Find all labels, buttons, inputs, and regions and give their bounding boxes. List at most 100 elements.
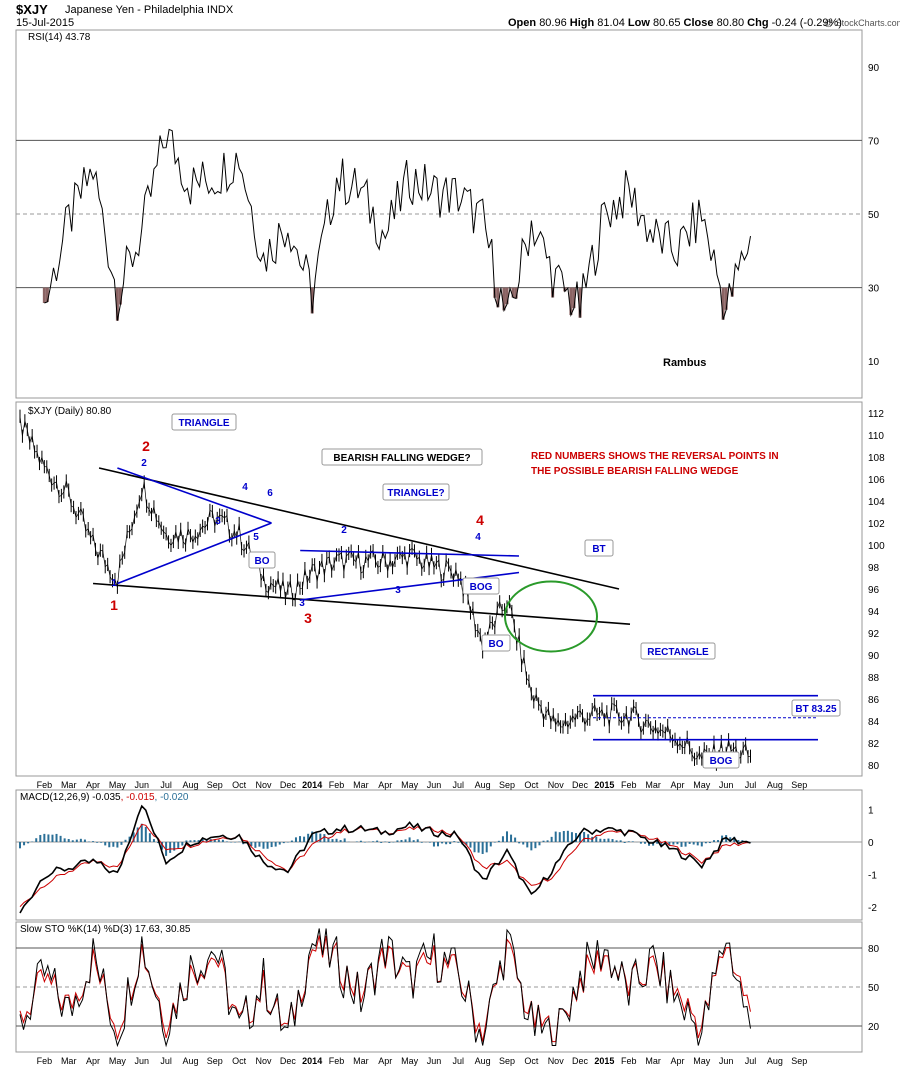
x-tick-label: Jun (719, 1056, 734, 1066)
triangle-point: 6 (267, 488, 273, 499)
x-tick-label: Jun (134, 780, 149, 790)
y-tick-label: 0 (868, 838, 874, 849)
triangle2-point: 3 (395, 585, 401, 596)
y-tick-label: 30 (868, 284, 880, 295)
x-tick-label: Mar (61, 1056, 77, 1066)
macd-legend-value: , -0.020 (155, 792, 189, 803)
wedge-point: 3 (299, 598, 305, 609)
y-tick-label: 108 (868, 453, 885, 464)
label-bog2: BOG (710, 756, 733, 767)
x-tick-label: Jun (134, 1056, 149, 1066)
x-tick-label: Feb (329, 1056, 345, 1066)
x-tick-label: Jun (719, 780, 734, 790)
label-bo2: BO (489, 639, 504, 650)
note-line2: THE POSSIBLE BEARISH FALLING WEDGE (531, 466, 739, 477)
price-line (19, 416, 751, 765)
x-tick-label: Jul (745, 1056, 757, 1066)
sto-legend: Slow STO %K(14) %D(3) 17.63, 30.85 (20, 924, 191, 935)
y-tick-label: 20 (868, 1022, 880, 1033)
open-label: Open (508, 17, 537, 29)
y-tick-label: 100 (868, 541, 885, 552)
y-tick-label: 82 (868, 739, 880, 750)
y-tick-label: 94 (868, 607, 880, 618)
x-tick-label: Feb (329, 780, 345, 790)
x-tick-label: Sep (207, 780, 223, 790)
panel-frame-price (15, 401, 863, 777)
label-bo2-box (481, 634, 511, 652)
x-tick-label: Apr (86, 780, 100, 790)
triangle-point: 4 (242, 482, 248, 493)
label-rectangle-box (640, 642, 716, 660)
x-tick-label: May (693, 780, 711, 790)
y-tick-label: 50 (868, 210, 880, 221)
x-tick-label: Nov (548, 780, 565, 790)
close-label: Close (683, 17, 714, 29)
x-tick-label: Apr (86, 1056, 100, 1066)
x-tick-label: Mar (645, 780, 661, 790)
x-tick-label: May (401, 780, 419, 790)
y-tick-label: 104 (868, 497, 885, 508)
symbol: $XJY (16, 2, 48, 17)
y-tick-label: 80 (868, 761, 880, 772)
wedge-point: 4 (475, 532, 481, 543)
label-bo1: BO (255, 556, 270, 567)
x-tick-label: Apr (378, 1056, 392, 1066)
x-tick-label: Dec (280, 1056, 297, 1066)
y-tick-label: 88 (868, 673, 880, 684)
triangle-lower-line (117, 522, 272, 585)
label-bt1-box (584, 539, 614, 557)
x-tick-label: May (401, 1056, 419, 1066)
x-tick-label: Sep (207, 1056, 223, 1066)
y-tick-label: 84 (868, 717, 880, 728)
label-triangle-box (171, 413, 237, 431)
macd-line (19, 804, 751, 914)
y-tick-label: 70 (868, 136, 880, 147)
wedge-upper-line (98, 467, 620, 590)
x-tick-label: Oct (232, 1056, 247, 1066)
x-tick-label: Dec (572, 780, 589, 790)
x-tick-label: 2014 (302, 780, 322, 790)
y-tick-label: 96 (868, 585, 880, 596)
y-tick-label: 90 (868, 651, 880, 662)
open-value: 80.96 (539, 17, 567, 29)
x-tick-label: Oct (232, 780, 247, 790)
y-tick-label: 86 (868, 695, 880, 706)
label-bt2-box (791, 699, 841, 717)
label-bt1: BT (592, 544, 605, 555)
sto-k-line (19, 928, 751, 1048)
chart-date: 15-Jul-2015 (16, 17, 75, 29)
x-tick-label: Aug (767, 780, 783, 790)
x-tick-label: Aug (767, 1056, 783, 1066)
x-tick-label: 2014 (302, 1056, 322, 1066)
x-tick-label: Nov (255, 780, 272, 790)
label-bo1-box (248, 551, 276, 569)
x-tick-label: Mar (353, 780, 369, 790)
x-tick-label: Sep (499, 1056, 515, 1066)
label-triangle2-box (382, 483, 450, 501)
x-tick-label: Jul (160, 1056, 172, 1066)
sto-d-line (19, 935, 751, 1043)
macd-legend: MACD(12,26,9) -0.035, -0.015, -0.020 (20, 792, 189, 803)
rsi-line (44, 128, 751, 321)
x-tick-label: Feb (621, 1056, 637, 1066)
reversal-number: 2 (142, 438, 150, 454)
triangle2-point: 2 (341, 525, 347, 536)
x-tick-label: Sep (791, 1056, 807, 1066)
high-label: High (569, 17, 595, 29)
symbol-name: Japanese Yen - Philadelphia INDX (65, 4, 234, 16)
x-tick-label: Apr (670, 1056, 684, 1066)
label-triangle: TRIANGLE (178, 418, 229, 429)
triangle-point: 3 (215, 516, 221, 527)
reversal-number: 3 (304, 610, 312, 626)
x-tick-label: 2015 (594, 780, 614, 790)
rsi-legend: RSI(14) 43.78 (28, 32, 91, 43)
x-tick-label: Mar (645, 1056, 661, 1066)
reversal-number: 4 (476, 512, 484, 528)
x-tick-label: Aug (182, 1056, 198, 1066)
y-tick-label: 80 (868, 944, 880, 955)
label-bog1: BOG (470, 582, 493, 593)
x-tick-label: May (693, 1056, 711, 1066)
circle-annotation (504, 580, 598, 653)
